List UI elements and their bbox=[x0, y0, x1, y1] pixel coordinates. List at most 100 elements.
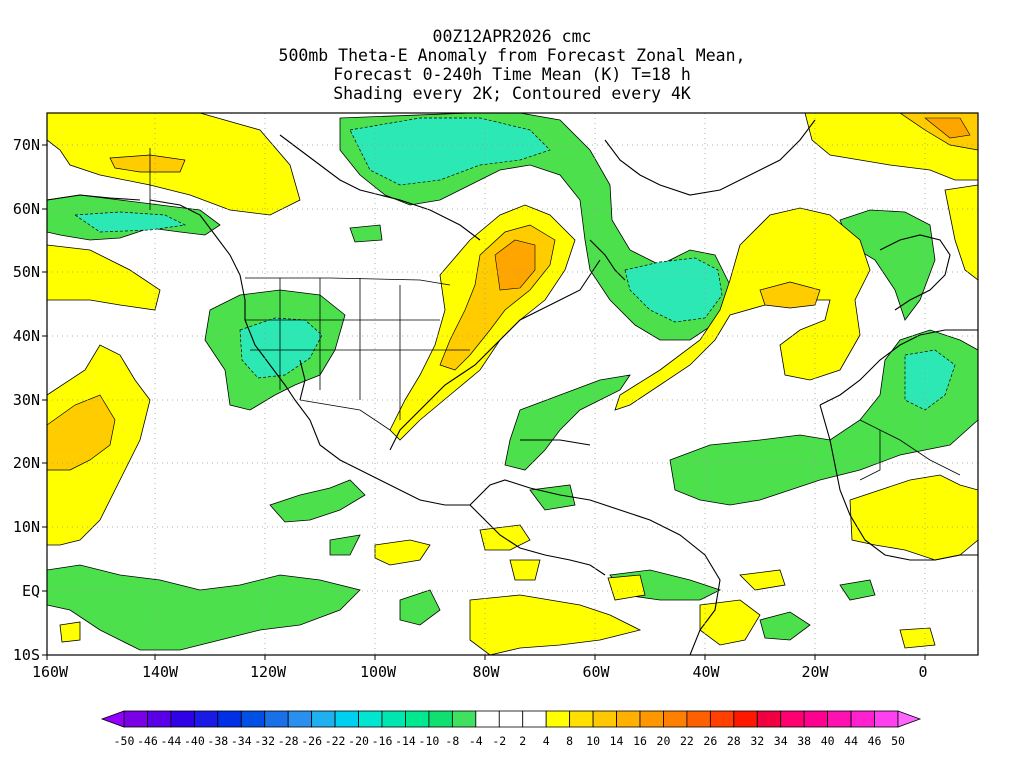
lon-label: 120W bbox=[250, 663, 287, 681]
colorbar-label: 8 bbox=[566, 734, 573, 748]
colorbar-swatch bbox=[827, 710, 852, 728]
lat-label: EQ bbox=[22, 582, 40, 600]
colorbar-swatch bbox=[874, 710, 899, 728]
colorbar-swatch bbox=[170, 710, 195, 728]
colorbar bbox=[100, 710, 922, 728]
colorbar-label: -50 bbox=[114, 734, 135, 748]
colorbar-swatch bbox=[240, 710, 266, 728]
colorbar-label: -20 bbox=[348, 734, 369, 748]
colorbar-label: -28 bbox=[278, 734, 299, 748]
title-line-3: Forecast 0-240h Time Mean (K) T=18 h bbox=[333, 65, 691, 84]
colorbar-swatch bbox=[381, 710, 406, 728]
colorbar-swatch bbox=[639, 710, 664, 728]
lon-label: 140W bbox=[142, 663, 179, 681]
axis-ticks bbox=[42, 144, 926, 660]
colorbar-label: -38 bbox=[207, 734, 228, 748]
colorbar-label: 20 bbox=[657, 734, 671, 748]
lat-label: 50N bbox=[13, 263, 40, 281]
lat-label: 40N bbox=[13, 327, 40, 345]
colorbar-swatch bbox=[616, 710, 641, 728]
colorbar-swatch bbox=[451, 710, 477, 728]
colorbar-swatch bbox=[334, 710, 359, 728]
title-line-1: 00Z12APR2026 cmc bbox=[432, 27, 592, 46]
lon-label: 160W bbox=[32, 663, 69, 681]
colorbar-swatch bbox=[123, 710, 148, 728]
map-panel bbox=[47, 113, 978, 655]
strong-negative-anomaly-cores bbox=[73, 117, 956, 411]
colorbar-label: 16 bbox=[633, 734, 647, 748]
colorbar-label: -22 bbox=[325, 734, 346, 748]
colorbar-label: 40 bbox=[821, 734, 835, 748]
colorbar-swatch bbox=[733, 710, 758, 728]
colorbar-label: 22 bbox=[680, 734, 694, 748]
colorbar-swatch bbox=[592, 710, 617, 728]
colorbar-label: 46 bbox=[868, 734, 882, 748]
colorbar-label: -2 bbox=[492, 734, 506, 748]
strong-positive-cores bbox=[494, 117, 971, 291]
colorbar-label: -44 bbox=[161, 734, 182, 748]
latitude-labels: 70N 60N 50N 40N 30N 20N 10N EQ 10S bbox=[13, 136, 40, 664]
lon-label: 20W bbox=[801, 663, 829, 681]
lon-label: 100W bbox=[360, 663, 397, 681]
map-frame bbox=[46, 112, 979, 656]
colorbar-label: 44 bbox=[844, 734, 858, 748]
colorbar-swatch bbox=[147, 710, 172, 728]
colorbar-label: -8 bbox=[445, 734, 459, 748]
colorbar-swatch bbox=[428, 710, 453, 728]
title-line-4: Shading every 2K; Contoured every 4K bbox=[333, 84, 691, 103]
colorbar-label: -14 bbox=[395, 734, 416, 748]
lon-label: 40W bbox=[692, 663, 720, 681]
colorbar-label: 2 bbox=[519, 734, 526, 748]
lon-label: 60W bbox=[582, 663, 610, 681]
lat-label: 60N bbox=[13, 200, 40, 218]
colorbar-swatch bbox=[663, 710, 688, 728]
colorbar-swatch bbox=[287, 710, 313, 728]
colorbar-swatch bbox=[475, 710, 500, 728]
colorbar-swatch bbox=[545, 710, 571, 728]
political-borders bbox=[149, 148, 961, 481]
longitude-labels: 160W 140W 120W 100W 80W 60W 40W 20W 0 bbox=[32, 663, 928, 681]
colorbar-label: -10 bbox=[419, 734, 440, 748]
colorbar-label: 34 bbox=[774, 734, 788, 748]
colorbar-label: -26 bbox=[301, 734, 322, 748]
lat-label: 10N bbox=[13, 518, 40, 536]
colorbar-swatch bbox=[756, 710, 782, 728]
lat-label: 10S bbox=[13, 646, 40, 664]
lon-label: 80W bbox=[472, 663, 500, 681]
colorbar-swatch bbox=[358, 710, 383, 728]
lat-label: 30N bbox=[13, 391, 40, 409]
lat-label: 70N bbox=[13, 136, 40, 154]
colorbar-label: 4 bbox=[543, 734, 550, 748]
colorbar-label: 14 bbox=[610, 734, 624, 748]
colorbar-swatch bbox=[217, 710, 242, 728]
colorbar-label: -16 bbox=[372, 734, 393, 748]
colorbar-label: 10 bbox=[586, 734, 600, 748]
colorbar-swatch bbox=[405, 710, 430, 728]
colorbar-min-arrow bbox=[100, 710, 125, 728]
colorbar-swatch bbox=[780, 710, 805, 728]
coastlines bbox=[47, 119, 978, 655]
colorbar-label: 38 bbox=[797, 734, 811, 748]
lon-label: 0 bbox=[918, 663, 927, 681]
graticule bbox=[47, 113, 978, 655]
colorbar-max-arrow bbox=[897, 710, 922, 728]
lat-label: 20N bbox=[13, 454, 40, 472]
colorbar-label: 32 bbox=[750, 734, 764, 748]
title-line-2: 500mb Theta-E Anomaly from Forecast Zona… bbox=[278, 46, 746, 65]
colorbar-swatch bbox=[686, 710, 711, 728]
colorbar-label: -32 bbox=[254, 734, 275, 748]
colorbar-label: -34 bbox=[231, 734, 252, 748]
colorbar-swatch bbox=[709, 710, 735, 728]
colorbar-label: -40 bbox=[184, 734, 205, 748]
colorbar-swatch bbox=[193, 710, 219, 728]
colorbar-swatch bbox=[264, 710, 289, 728]
colorbar-swatch bbox=[498, 710, 524, 728]
colorbar-swatch bbox=[569, 710, 594, 728]
colorbar-swatch bbox=[311, 710, 336, 728]
colorbar-label: -4 bbox=[469, 734, 483, 748]
colorbar-label: -46 bbox=[137, 734, 158, 748]
colorbar-label: 50 bbox=[891, 734, 905, 748]
colorbar-label: 28 bbox=[727, 734, 741, 748]
colorbar-swatch bbox=[803, 710, 829, 728]
